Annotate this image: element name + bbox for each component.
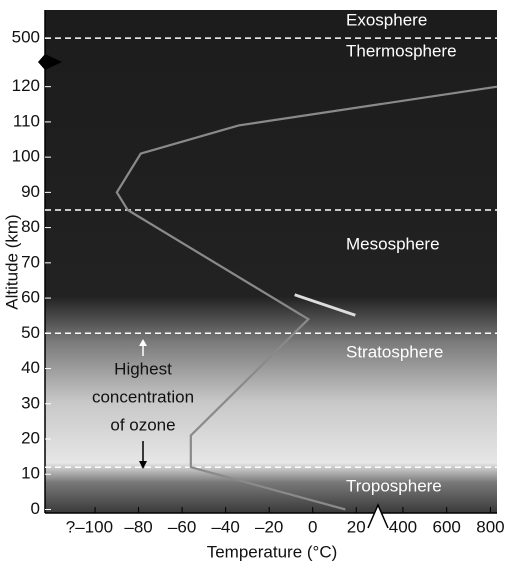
x-tick-label: –20 [255,517,283,536]
y-tick-label: 30 [21,393,40,412]
y-tick-label: 0 [31,499,40,518]
y-tick-label: 500 [12,28,40,47]
y-tick-label: 70 [21,252,40,271]
meteor [294,293,356,317]
y-tick-label: 120 [12,76,40,95]
y-tick-label: 80 [21,217,40,236]
y-tick-label: 100 [12,147,40,166]
y-tick-label: 10 [21,464,40,483]
sky-background [45,10,497,513]
x-tick-label: –80 [124,517,152,536]
y-tick-label: 60 [21,288,40,307]
annotation: concentration [92,387,194,406]
arrow-head [139,461,147,469]
y-tick-label: 90 [21,182,40,201]
annotation: Troposphere [346,476,442,495]
x-axis-break [367,503,389,529]
annotation: Mesosphere [346,234,440,253]
y-tick-label: 50 [21,323,40,342]
y-tick-label: 20 [21,428,40,447]
y-axis-title: Altitude (km) [2,214,21,309]
annotation: of ozone [110,415,175,434]
x-axis-title: Temperature (°C) [207,542,338,561]
annotation: Exosphere [346,10,427,29]
x-tick-label: 400 [389,517,417,536]
arrow-head [139,339,147,346]
annotation: Stratosphere [346,342,443,361]
y-tick-label: 40 [21,358,40,377]
x-tick-label: 800 [476,517,504,536]
y-axis-break [38,54,62,70]
x-tick-label: 20 [347,517,366,536]
x-tick-label: –60 [168,517,196,536]
x-tick-label: 0 [308,517,317,536]
annotation: Highest [114,359,172,378]
annotation: Thermosphere [346,41,457,60]
x-tick-label: 600 [433,517,461,536]
temperature-line [115,85,498,511]
y-tick-label: 110 [13,111,40,130]
x-tick-label: ?–100 [66,517,113,536]
x-tick-label: –40 [211,517,239,536]
